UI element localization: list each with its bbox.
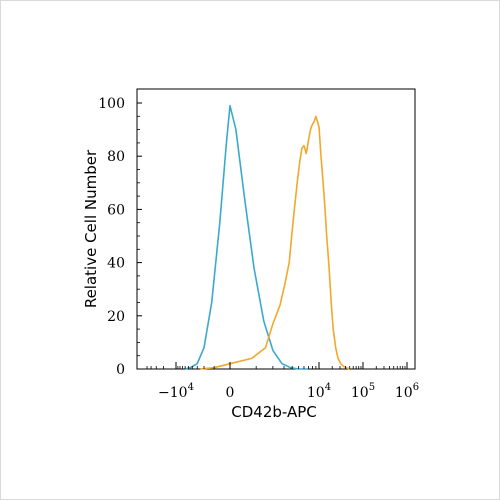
x-tick-label: 104	[307, 382, 331, 401]
x-tick-label: 0	[226, 385, 235, 401]
x-tick-label: 106	[395, 382, 419, 401]
y-tick-label: 60	[107, 202, 125, 218]
series-layer	[184, 104, 350, 370]
series-line-1	[184, 104, 309, 370]
series-line-2	[200, 115, 350, 370]
x-tick-label: 105	[351, 382, 375, 401]
x-axis-label: CD42b-APC	[231, 403, 317, 421]
y-tick-label: 40	[107, 256, 125, 272]
y-axis-label: Relative Cell Number	[82, 149, 100, 308]
y-tick-label: 0	[116, 362, 125, 378]
y-tick-label: 20	[107, 309, 125, 325]
y-axis: 0 20 40 60 80 100	[98, 96, 142, 378]
x-axis: −104 0 104 105 106	[146, 362, 419, 401]
x-tick-label: −104	[158, 382, 194, 401]
plot-border	[136, 88, 416, 370]
y-tick-label: 80	[107, 149, 125, 165]
y-tick-label: 100	[98, 96, 125, 112]
plot-area	[136, 88, 416, 370]
